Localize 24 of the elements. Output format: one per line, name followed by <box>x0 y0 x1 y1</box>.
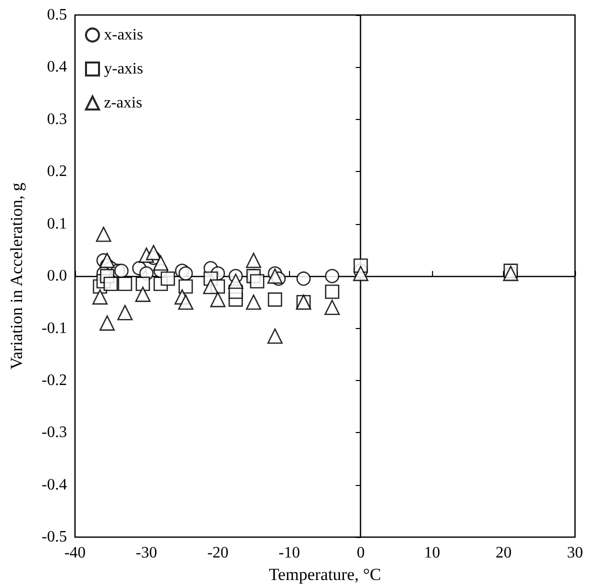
x-tick-label: 20 <box>496 544 512 562</box>
legend-label: z-axis <box>104 94 142 112</box>
x-tick-label: 30 <box>567 544 583 562</box>
y-tick-label: -0.5 <box>42 528 67 546</box>
y-tick-label: -0.3 <box>42 424 67 442</box>
x-tick-label: -10 <box>278 544 300 562</box>
y-tick-label: 0.4 <box>47 58 67 76</box>
y-tick-label: -0.4 <box>42 476 67 494</box>
x-axis-title: Temperature, °C <box>268 565 382 584</box>
legend-label: y-axis <box>104 60 144 78</box>
x-tick-label: -20 <box>207 544 229 562</box>
legend-label: x-axis <box>104 26 144 44</box>
y-tick-label: 0.2 <box>47 163 67 180</box>
x-tick-label: 0 <box>356 544 365 562</box>
y-tick-label: 0.5 <box>47 6 67 24</box>
y-tick-label: -0.1 <box>42 320 67 337</box>
x-tick-label: -30 <box>136 544 158 562</box>
y-tick-label: -0.2 <box>42 372 67 389</box>
y-tick-label: 0.1 <box>47 215 67 232</box>
x-tick-label: -40 <box>64 544 86 562</box>
x-tick-label: 10 <box>424 544 440 562</box>
y-axis-title: Variation in Acceleration, g <box>7 182 26 370</box>
y-tick-label: 0.0 <box>47 268 67 285</box>
y-tick-label: 0.3 <box>47 110 67 128</box>
